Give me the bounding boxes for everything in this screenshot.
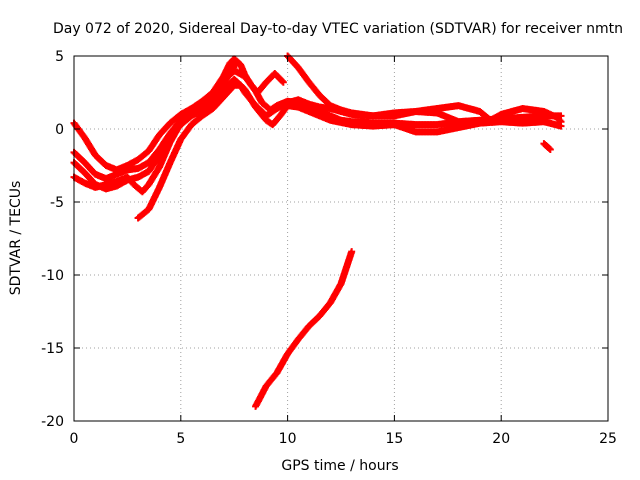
plot-border bbox=[73, 55, 609, 422]
x-tick-label: 20 bbox=[492, 431, 510, 447]
series-track-g bbox=[284, 52, 473, 129]
x-tick-label: 10 bbox=[279, 431, 297, 447]
data-point-marker bbox=[546, 145, 554, 153]
data-point-marker bbox=[465, 121, 473, 129]
y-tick-label: 5 bbox=[55, 49, 64, 65]
data-point-marker bbox=[232, 61, 240, 69]
series-track-i bbox=[252, 248, 356, 410]
chart-title: Day 072 of 2020, Sidereal Day-to-day VTE… bbox=[53, 21, 623, 37]
y-tick-label: -10 bbox=[41, 268, 64, 284]
data-point-marker bbox=[279, 78, 287, 86]
data-point-marker bbox=[278, 77, 286, 85]
y-tick-label: -5 bbox=[50, 195, 64, 211]
y-axis-label: SDTVAR / TECUs bbox=[8, 181, 24, 296]
data-point-marker bbox=[348, 248, 356, 256]
x-tick-label: 15 bbox=[385, 431, 403, 447]
y-tick-label: -15 bbox=[41, 341, 64, 357]
data-points bbox=[70, 52, 565, 410]
data-point-marker bbox=[556, 117, 564, 125]
x-axis-label: GPS time / hours bbox=[281, 458, 398, 474]
x-tick-label: 5 bbox=[176, 431, 185, 447]
y-tick-label: -20 bbox=[41, 414, 64, 430]
y-tick-label: 0 bbox=[55, 122, 64, 138]
series-track-f bbox=[254, 70, 287, 96]
series-track-d bbox=[70, 61, 240, 196]
x-tick-label: 25 bbox=[599, 431, 617, 447]
x-tick-label: 0 bbox=[70, 431, 79, 447]
series-track-h bbox=[540, 140, 554, 153]
data-point-marker bbox=[557, 118, 565, 126]
axis-ticks: 0 5 10 15 20 25 -20 -15 -10 -5 0 5 bbox=[41, 49, 617, 447]
